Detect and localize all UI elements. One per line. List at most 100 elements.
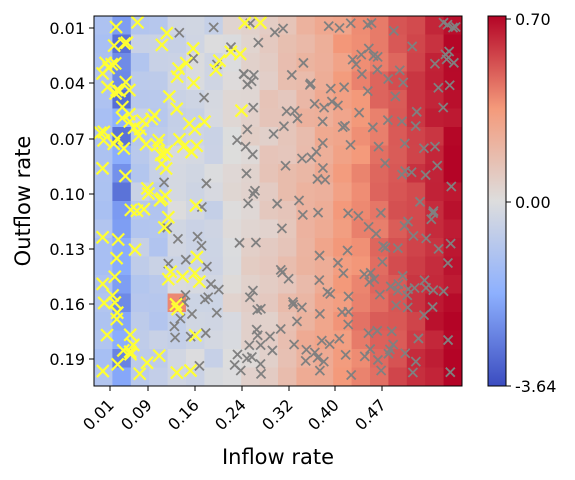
heatmap-cell — [296, 219, 316, 239]
heatmap-cell — [149, 293, 168, 313]
gray-marker — [300, 355, 311, 367]
yellow-marker — [135, 113, 150, 128]
gray-marker — [314, 365, 326, 376]
plot-frame — [93, 15, 463, 387]
heatmap-cell — [112, 145, 132, 165]
x-tick-label: 0.01 — [79, 395, 118, 434]
heatmap-cell — [296, 367, 316, 387]
heatmap-cell — [406, 16, 426, 35]
heatmap-cell — [130, 238, 150, 257]
gray-marker — [408, 230, 419, 242]
gray-marker — [414, 196, 426, 207]
heatmap-cell — [406, 164, 426, 183]
heatmap-cell — [94, 349, 113, 368]
heatmap-cell — [333, 53, 352, 72]
heatmap-cell — [333, 275, 352, 294]
heatmap-cell — [112, 293, 132, 313]
heatmap-cell — [149, 238, 168, 257]
heatmap-cell — [259, 349, 279, 368]
heatmap-cell — [94, 108, 113, 128]
yellow-marker — [109, 83, 124, 97]
yellow-marker — [133, 122, 148, 136]
gray-marker — [172, 233, 184, 244]
heatmap-cell — [406, 201, 426, 220]
gray-marker — [363, 221, 374, 233]
gray-marker — [240, 141, 251, 152]
gray-marker — [442, 334, 454, 346]
heatmap-cell — [112, 256, 132, 276]
gray-marker — [379, 158, 391, 169]
yellow-marker — [95, 161, 110, 176]
yellow-marker — [126, 338, 141, 352]
gray-marker — [445, 367, 456, 378]
heatmap-cell — [388, 256, 408, 276]
heatmap-cell — [112, 367, 132, 387]
yellow-marker — [161, 210, 176, 225]
gray-marker — [201, 178, 212, 189]
heatmap-cell — [259, 34, 279, 54]
yellow-marker — [140, 181, 155, 196]
yellow-marker — [117, 141, 131, 156]
gray-marker — [326, 96, 338, 107]
gray-marker — [446, 181, 457, 192]
gray-marker — [297, 209, 308, 221]
heatmap-cell — [406, 34, 426, 54]
heatmap-cell — [333, 34, 352, 54]
gray-marker — [332, 100, 344, 111]
yellow-marker — [170, 365, 184, 380]
gray-marker — [318, 356, 329, 367]
gray-marker — [392, 285, 403, 296]
heatmap-cell — [204, 34, 224, 54]
heatmap-cell — [425, 330, 444, 350]
yellow-marker — [132, 366, 147, 381]
gray-marker — [316, 335, 327, 346]
heatmap-cell — [259, 201, 279, 220]
heatmap-cell — [204, 312, 224, 331]
heatmap-cell — [443, 108, 463, 128]
heatmap-cell — [278, 275, 297, 294]
gray-marker — [205, 279, 217, 290]
heatmap-cell — [278, 90, 297, 109]
heatmap-cell — [222, 182, 242, 202]
heatmap-cell — [443, 330, 463, 350]
heatmap-cell — [94, 367, 113, 387]
gray-marker — [411, 106, 422, 117]
heatmap-cell — [370, 90, 389, 109]
heatmap-cell — [222, 293, 242, 313]
yellow-markers — [93, 15, 268, 381]
heatmap-cell — [186, 330, 205, 350]
yellow-marker — [109, 312, 124, 326]
yellow-marker — [188, 122, 202, 136]
heatmap-cell — [94, 145, 113, 165]
gray-marker — [438, 102, 449, 113]
yellow-marker — [116, 343, 131, 358]
gray-marker — [418, 310, 430, 321]
gray-marker — [198, 92, 210, 103]
gray-marker — [343, 291, 354, 302]
gray-marker — [345, 18, 356, 29]
heatmap-cell — [278, 256, 297, 276]
yellow-marker — [123, 347, 138, 362]
yellow-marker — [184, 145, 199, 159]
colorbar — [487, 15, 507, 387]
y-tick-label: 0.01 — [49, 19, 85, 38]
heatmap-cell — [314, 53, 334, 72]
heatmap-cell — [443, 90, 463, 109]
heatmap-cell — [425, 34, 444, 54]
heatmap-cell — [296, 256, 316, 276]
heatmap-cell — [130, 71, 150, 91]
gray-marker — [232, 349, 243, 360]
yellow-marker — [237, 16, 252, 30]
heatmap-cell — [351, 238, 371, 257]
gray-marker — [402, 302, 413, 313]
heatmap-cell — [130, 145, 150, 165]
x-axis-ticks: 0.01 0.09 0.16 0.24 0.32 0.40 0.47 — [79, 386, 390, 434]
gray-marker — [242, 198, 254, 209]
gray-marker — [377, 241, 389, 252]
heatmap-cell — [351, 367, 371, 387]
heatmap-cell — [388, 34, 408, 54]
heatmap-cell — [167, 164, 187, 183]
heatmap-cell — [204, 164, 224, 183]
colorbar-tick-label: 0.70 — [515, 10, 551, 29]
heatmap-cell — [94, 34, 113, 54]
